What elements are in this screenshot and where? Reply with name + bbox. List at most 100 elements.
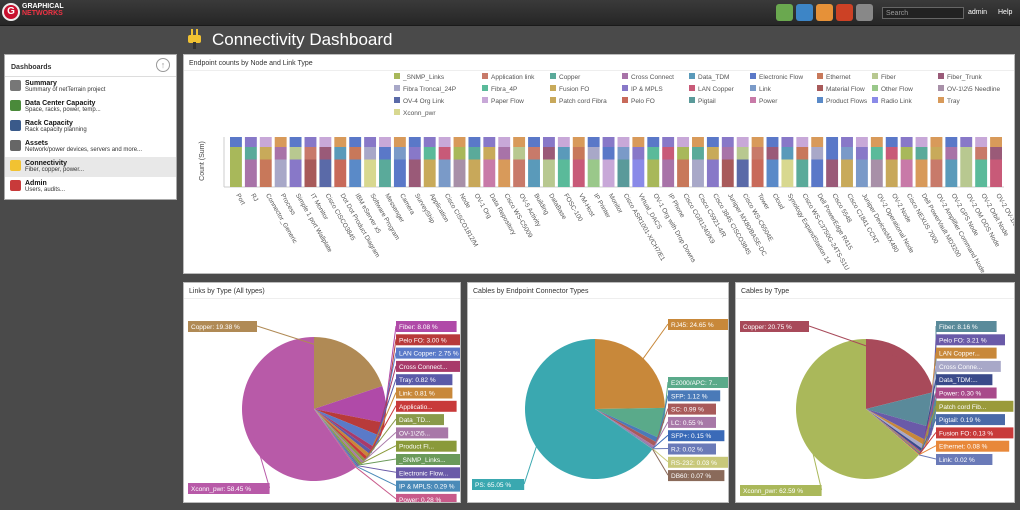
gear-icon[interactable] bbox=[856, 4, 873, 21]
slice-label-box bbox=[936, 454, 993, 465]
leader-line bbox=[808, 325, 905, 360]
leader-line bbox=[251, 428, 271, 489]
slice-label-box bbox=[396, 480, 474, 492]
bar-segment bbox=[244, 137, 257, 147]
legend-label: Paper Flow bbox=[491, 98, 524, 105]
bar-segment bbox=[453, 159, 466, 187]
toolbar-icons bbox=[776, 4, 873, 21]
pie-slice bbox=[314, 409, 366, 462]
assets-icon bbox=[10, 140, 21, 151]
bar-segment bbox=[975, 147, 988, 160]
bar-segment bbox=[945, 137, 958, 147]
bar-segment bbox=[453, 137, 466, 147]
leader-line bbox=[523, 437, 540, 485]
bar-segment bbox=[468, 159, 481, 187]
slice-label-box bbox=[668, 403, 716, 415]
bar-segment bbox=[334, 137, 347, 147]
pie-slice bbox=[314, 337, 383, 409]
slice-label: Fiber: 8.16 % bbox=[939, 324, 978, 331]
bar-segment bbox=[423, 159, 436, 187]
bar-segment bbox=[692, 159, 704, 187]
legend-swatch bbox=[550, 73, 556, 79]
collapse-up-icon[interactable]: ↑ bbox=[156, 58, 170, 72]
nav-item-assets[interactable]: Assets Network/power devices, servers and… bbox=[5, 137, 176, 157]
user-menu[interactable]: admin bbox=[968, 9, 988, 16]
y-axis-label: Count (Sum) bbox=[199, 141, 206, 181]
bar-segment bbox=[319, 147, 332, 160]
legend-label: IP & MPLS bbox=[631, 86, 663, 93]
bar-segment bbox=[841, 159, 853, 187]
bar-segment bbox=[706, 137, 719, 147]
dashboards-heading: Dashboards ↑ bbox=[5, 55, 176, 77]
slice-label: LC: 0.55 % bbox=[671, 420, 703, 427]
cables-connector-panel: Cables by Endpoint Connector Types RJ45:… bbox=[467, 282, 737, 503]
pie-slice bbox=[866, 409, 921, 455]
slice-label: Xconn_pwr: 62.59 % bbox=[743, 488, 803, 495]
slice-label: Link: 0.02 % bbox=[939, 457, 975, 464]
legend-swatch bbox=[482, 73, 488, 79]
bar-segment bbox=[915, 159, 928, 187]
leader-line bbox=[256, 325, 352, 357]
legend-label: Ethernet bbox=[826, 74, 851, 81]
pie-slice bbox=[242, 337, 356, 481]
slice-label: Copper: 19.38 % bbox=[191, 324, 240, 331]
slice-label: LAN Copper: 2.75 % bbox=[399, 351, 459, 358]
nav-item-rack-capacity[interactable]: Rack Capacity Rack capacity planning bbox=[5, 117, 176, 137]
bar-segment bbox=[349, 147, 362, 160]
connectivity-icon bbox=[10, 160, 21, 171]
bar-segment bbox=[468, 147, 481, 160]
globe-icon[interactable] bbox=[796, 4, 813, 21]
nav-item-admin[interactable]: Admin Users, audits... bbox=[5, 177, 176, 197]
slice-label-box bbox=[472, 479, 525, 490]
slice-label-box bbox=[668, 377, 737, 388]
bar-segment bbox=[602, 137, 615, 147]
logo-text-1: GRAPHICAL bbox=[22, 3, 64, 10]
bar-segment bbox=[483, 147, 496, 160]
bar-segment bbox=[781, 147, 794, 160]
bar-segment bbox=[587, 159, 600, 187]
bar-segment bbox=[557, 137, 570, 147]
cables-pie-chart: Copper: 20.75 % Xconn_pwr: 62.59 % Fiber: … bbox=[740, 321, 1014, 496]
slice-label-box bbox=[936, 374, 993, 386]
endpoint-bar-chart: _SNMP_Links Application link Copper Cross C… bbox=[199, 73, 1020, 275]
page-title: Connectivity Dashboard bbox=[212, 30, 393, 49]
leader-line bbox=[808, 435, 823, 491]
bar-segment bbox=[855, 147, 868, 160]
bar-segment bbox=[408, 137, 421, 147]
nav-item-connectivity[interactable]: Connectivity Fiber, copper, power... bbox=[5, 157, 176, 177]
slice-label-box bbox=[668, 416, 716, 428]
bar-segment bbox=[677, 137, 690, 147]
chart-icon[interactable] bbox=[816, 4, 833, 21]
bar-segment bbox=[617, 147, 630, 160]
panel-title: Cables by Endpoint Connector Types bbox=[468, 283, 728, 299]
leader-line bbox=[358, 465, 397, 473]
panel-title: Endpoint counts by Node and Link Type bbox=[184, 55, 1014, 71]
nav-item-summary[interactable]: Summary Summary of netTerrain project bbox=[5, 77, 176, 97]
bar-segment bbox=[915, 137, 928, 147]
pie-slice bbox=[866, 409, 929, 447]
bar-segment bbox=[811, 137, 824, 147]
tools-icon[interactable] bbox=[836, 4, 853, 21]
legend-label: Copper bbox=[559, 74, 581, 81]
panel-title: Cables by Type bbox=[736, 283, 1014, 299]
bar-segment bbox=[364, 159, 377, 187]
nav-item-data-center-capacity[interactable]: Data Center Capacity Space, racks, power,… bbox=[5, 97, 176, 117]
legend-swatch bbox=[394, 97, 400, 103]
slice-label-box bbox=[396, 374, 453, 386]
bar-segment bbox=[572, 159, 585, 187]
pie-slice bbox=[595, 409, 654, 449]
search-input[interactable]: Search bbox=[882, 7, 964, 19]
pie-slice bbox=[595, 409, 653, 449]
legend-label: Fiber_Trunk bbox=[947, 74, 983, 81]
pie-slice bbox=[314, 409, 375, 452]
bar-segment bbox=[453, 147, 466, 160]
bar-segment bbox=[960, 147, 973, 160]
bar-segment bbox=[244, 159, 257, 187]
slice-label-box bbox=[936, 440, 1010, 452]
back-arrow-icon[interactable] bbox=[776, 4, 793, 21]
help-link[interactable]: Help bbox=[998, 9, 1013, 16]
legend-swatch bbox=[550, 97, 556, 103]
bar-segment bbox=[438, 137, 451, 147]
nav-item-subtitle: Rack capacity planning bbox=[25, 127, 87, 133]
bar-segment bbox=[438, 147, 451, 160]
